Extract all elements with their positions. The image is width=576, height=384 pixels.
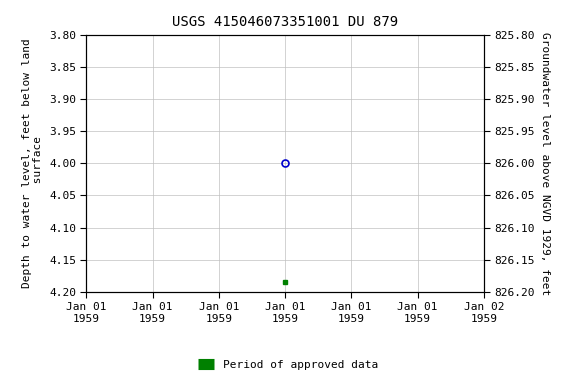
Legend: Period of approved data: Period of approved data xyxy=(193,356,383,375)
Y-axis label: Groundwater level above NGVD 1929, feet: Groundwater level above NGVD 1929, feet xyxy=(540,31,550,295)
Title: USGS 415046073351001 DU 879: USGS 415046073351001 DU 879 xyxy=(172,15,398,29)
Y-axis label: Depth to water level, feet below land
 surface: Depth to water level, feet below land su… xyxy=(22,38,43,288)
